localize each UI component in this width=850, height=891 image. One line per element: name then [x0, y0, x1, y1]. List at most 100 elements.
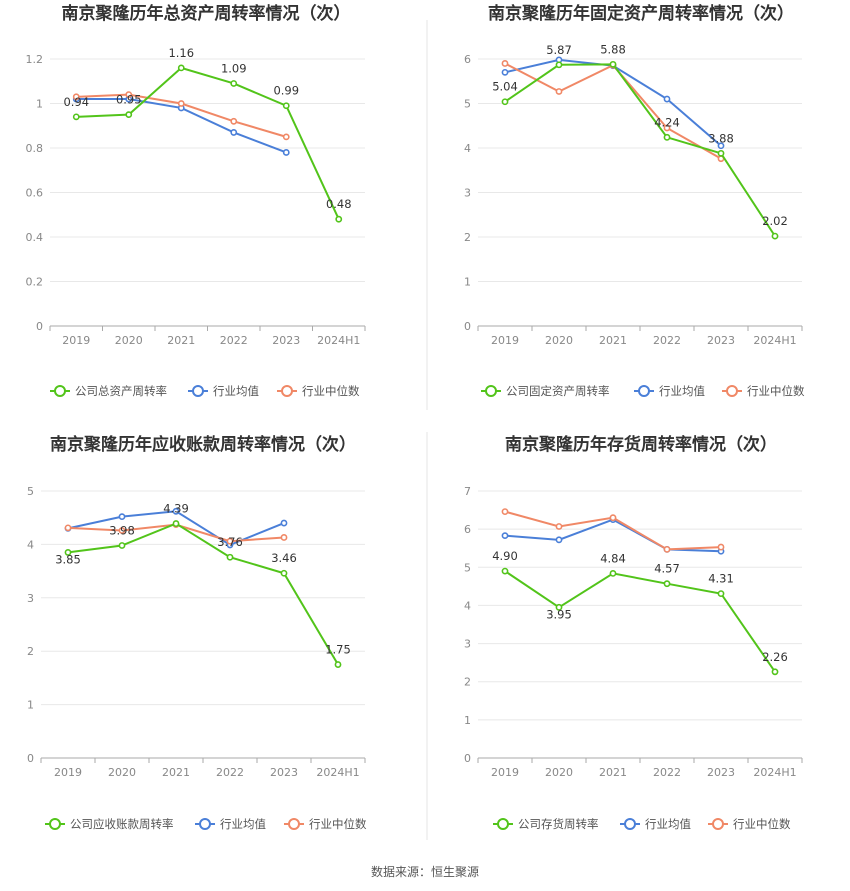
data-point-company [717, 149, 725, 157]
data-label: 3.95 [546, 607, 572, 621]
series-line-company [504, 63, 776, 237]
y-tick-label: 1 [36, 98, 43, 111]
y-tick-label: 0 [464, 320, 471, 333]
data-point-company [72, 113, 80, 121]
data-point-company [125, 111, 133, 119]
data-point-median [501, 508, 509, 515]
data-point-median [663, 124, 671, 132]
legend-item-company: 公司固定资产周转率 [481, 384, 610, 398]
data-point-company [282, 102, 290, 110]
legend-item-avg: 行业均值 [620, 817, 691, 831]
data-label: 3.46 [271, 551, 297, 565]
data-label: 0.94 [63, 95, 89, 109]
x-tick-label: 2023 [707, 334, 735, 347]
y-tick-label: 2 [464, 676, 471, 689]
data-point-median [609, 514, 617, 522]
data-source-note: 数据来源：恒生聚源 [371, 864, 479, 879]
legend-item-company: 公司存货周转率 [493, 817, 599, 831]
data-point-avg [280, 519, 288, 527]
data-point-company [609, 60, 617, 68]
data-label: 4.39 [163, 502, 189, 516]
y-tick-label: 2 [27, 645, 34, 658]
x-tick-label: 2022 [653, 766, 681, 779]
data-point-median [555, 88, 563, 95]
y-tick-label: 7 [464, 485, 471, 498]
y-tick-label: 4 [464, 599, 471, 612]
x-tick-label: 2019 [491, 766, 519, 779]
data-point-company [177, 64, 185, 72]
data-point-company [609, 569, 617, 577]
data-point-avg [717, 142, 725, 150]
x-tick-label: 2021 [599, 766, 627, 779]
data-point-company [172, 520, 180, 527]
legend-item-avg: 行业均值 [195, 817, 266, 831]
legend-item-median: 行业中位数 [284, 817, 367, 831]
data-label: 2.02 [762, 214, 788, 228]
data-point-company [118, 542, 126, 549]
legend-label: 行业均值 [645, 817, 691, 831]
y-tick-label: 3 [464, 187, 471, 200]
data-point-company [64, 549, 72, 556]
y-tick-label: 4 [27, 538, 34, 551]
legend-label: 行业均值 [220, 817, 266, 831]
data-point-company [771, 232, 779, 240]
data-label: 1.09 [221, 61, 247, 75]
legend-swatch-marker [288, 818, 300, 830]
legend-label: 公司固定资产周转率 [506, 384, 610, 398]
y-tick-label: 6 [464, 53, 471, 66]
legend-swatch-marker [199, 818, 211, 830]
legend-swatch-marker [712, 818, 724, 830]
data-point-median [555, 523, 563, 530]
x-tick-label: 2023 [707, 766, 735, 779]
legend-label: 行业均值 [659, 384, 705, 398]
data-point-company [555, 603, 563, 611]
y-tick-label: 6 [464, 523, 471, 536]
chart-title: 南京聚隆历年总资产周转率情况（次） [62, 3, 351, 24]
data-label: 5.04 [492, 80, 518, 94]
y-tick-label: 0 [464, 752, 471, 765]
chart-4: 南京聚隆历年存货周转率情况（次） 0 1 2 3 4 5 6 7 2019 2020 2021 2022… [464, 434, 803, 831]
legend-label: 行业中位数 [302, 384, 360, 398]
data-point-avg [282, 149, 290, 156]
data-point-company [334, 661, 342, 668]
y-tick-label: 0 [27, 752, 34, 765]
legend-swatch-marker [192, 385, 204, 397]
x-tick-label: 2024H1 [753, 766, 796, 779]
y-tick-label: 1 [464, 714, 471, 727]
legend-item-avg: 行业均值 [634, 384, 705, 398]
data-label: 4.90 [492, 549, 518, 563]
data-label: 4.31 [708, 572, 734, 586]
data-label: 1.16 [168, 46, 194, 60]
legend-swatch-marker [54, 385, 66, 397]
y-tick-label: 0.6 [26, 187, 44, 200]
data-point-avg [230, 129, 238, 136]
chart-2: 南京聚隆历年固定资产周转率情况（次） 0 1 2 3 4 5 6 2019 2020 2021 202… [464, 3, 805, 398]
legend-label: 行业中位数 [733, 817, 791, 831]
x-tick-label: 2024H1 [753, 334, 796, 347]
data-point-company [771, 668, 779, 676]
data-point-avg [663, 95, 671, 103]
x-tick-label: 2023 [272, 334, 300, 347]
legend-label: 行业中位数 [747, 384, 805, 398]
legend-swatch-marker [726, 385, 738, 397]
data-point-median [717, 543, 725, 551]
legend-swatch-marker [497, 818, 509, 830]
chart-3: 南京聚隆历年应收账款周转率情况（次） 0 1 2 3 4 5 2019 2020 2021 2022… [27, 434, 367, 831]
data-point-company [501, 98, 509, 106]
legend-swatch-marker [281, 385, 293, 397]
y-tick-label: 3 [464, 638, 471, 651]
y-tick-label: 0 [36, 320, 43, 333]
y-tick-label: 1.2 [26, 53, 44, 66]
legend-item-median: 行业中位数 [708, 817, 791, 831]
x-tick-label: 2024H1 [317, 334, 360, 347]
x-tick-label: 2024H1 [316, 766, 359, 779]
x-tick-label: 2021 [599, 334, 627, 347]
legend-item-median: 行业中位数 [277, 384, 360, 398]
chart-title: 南京聚隆历年固定资产周转率情况（次） [488, 3, 794, 24]
legend-item-company: 公司总资产周转率 [50, 384, 167, 398]
legend-item-avg: 行业均值 [188, 384, 259, 398]
x-tick-label: 2020 [545, 766, 573, 779]
data-point-median [177, 100, 185, 107]
data-label: 5.88 [600, 42, 626, 56]
